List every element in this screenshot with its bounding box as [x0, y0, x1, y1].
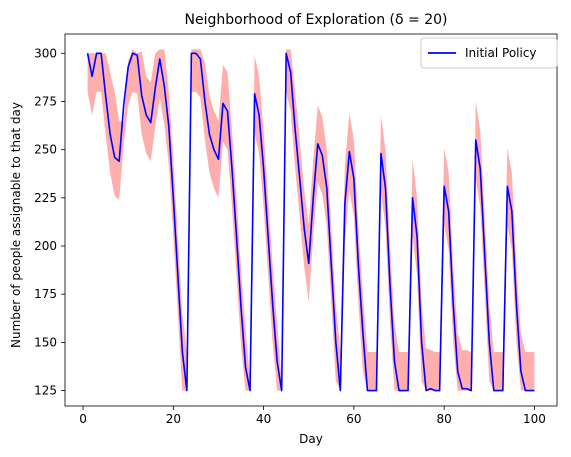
- series-line-layer: [86, 52, 535, 392]
- y-axis-label: Number of people assignable to that day: [9, 102, 23, 348]
- x-tick-label: 40: [256, 412, 271, 426]
- x-axis-ticks: 0 20 40 60 80 100: [79, 406, 546, 426]
- x-tick-label: 80: [437, 412, 452, 426]
- legend: Initial Policy: [420, 37, 558, 69]
- x-tick-label: 20: [166, 412, 181, 426]
- y-tick-label: 225: [34, 191, 57, 205]
- x-tick-label: 60: [346, 412, 361, 426]
- x-tick-label: 0: [79, 412, 87, 426]
- y-tick-label: 125: [34, 384, 57, 398]
- y-tick-label: 175: [34, 287, 57, 301]
- y-tick-label: 300: [34, 46, 57, 60]
- y-tick-label: 275: [34, 94, 57, 108]
- y-tick-label: 150: [34, 335, 57, 349]
- series-line-initial-policy: [86, 52, 535, 392]
- plot-frame: [64, 33, 558, 407]
- x-axis-label: Day: [299, 432, 323, 446]
- legend-box: [420, 37, 558, 69]
- legend-entry-initial-policy: Initial Policy: [465, 46, 537, 60]
- y-tick-label: 200: [34, 239, 57, 253]
- x-tick-label: 100: [523, 412, 546, 426]
- y-axis-ticks: 125 150 175 200 225 250 275 300: [34, 46, 65, 398]
- chart-title: Neighborhood of Exploration (δ = 20): [185, 12, 448, 28]
- y-tick-label: 250: [34, 143, 57, 157]
